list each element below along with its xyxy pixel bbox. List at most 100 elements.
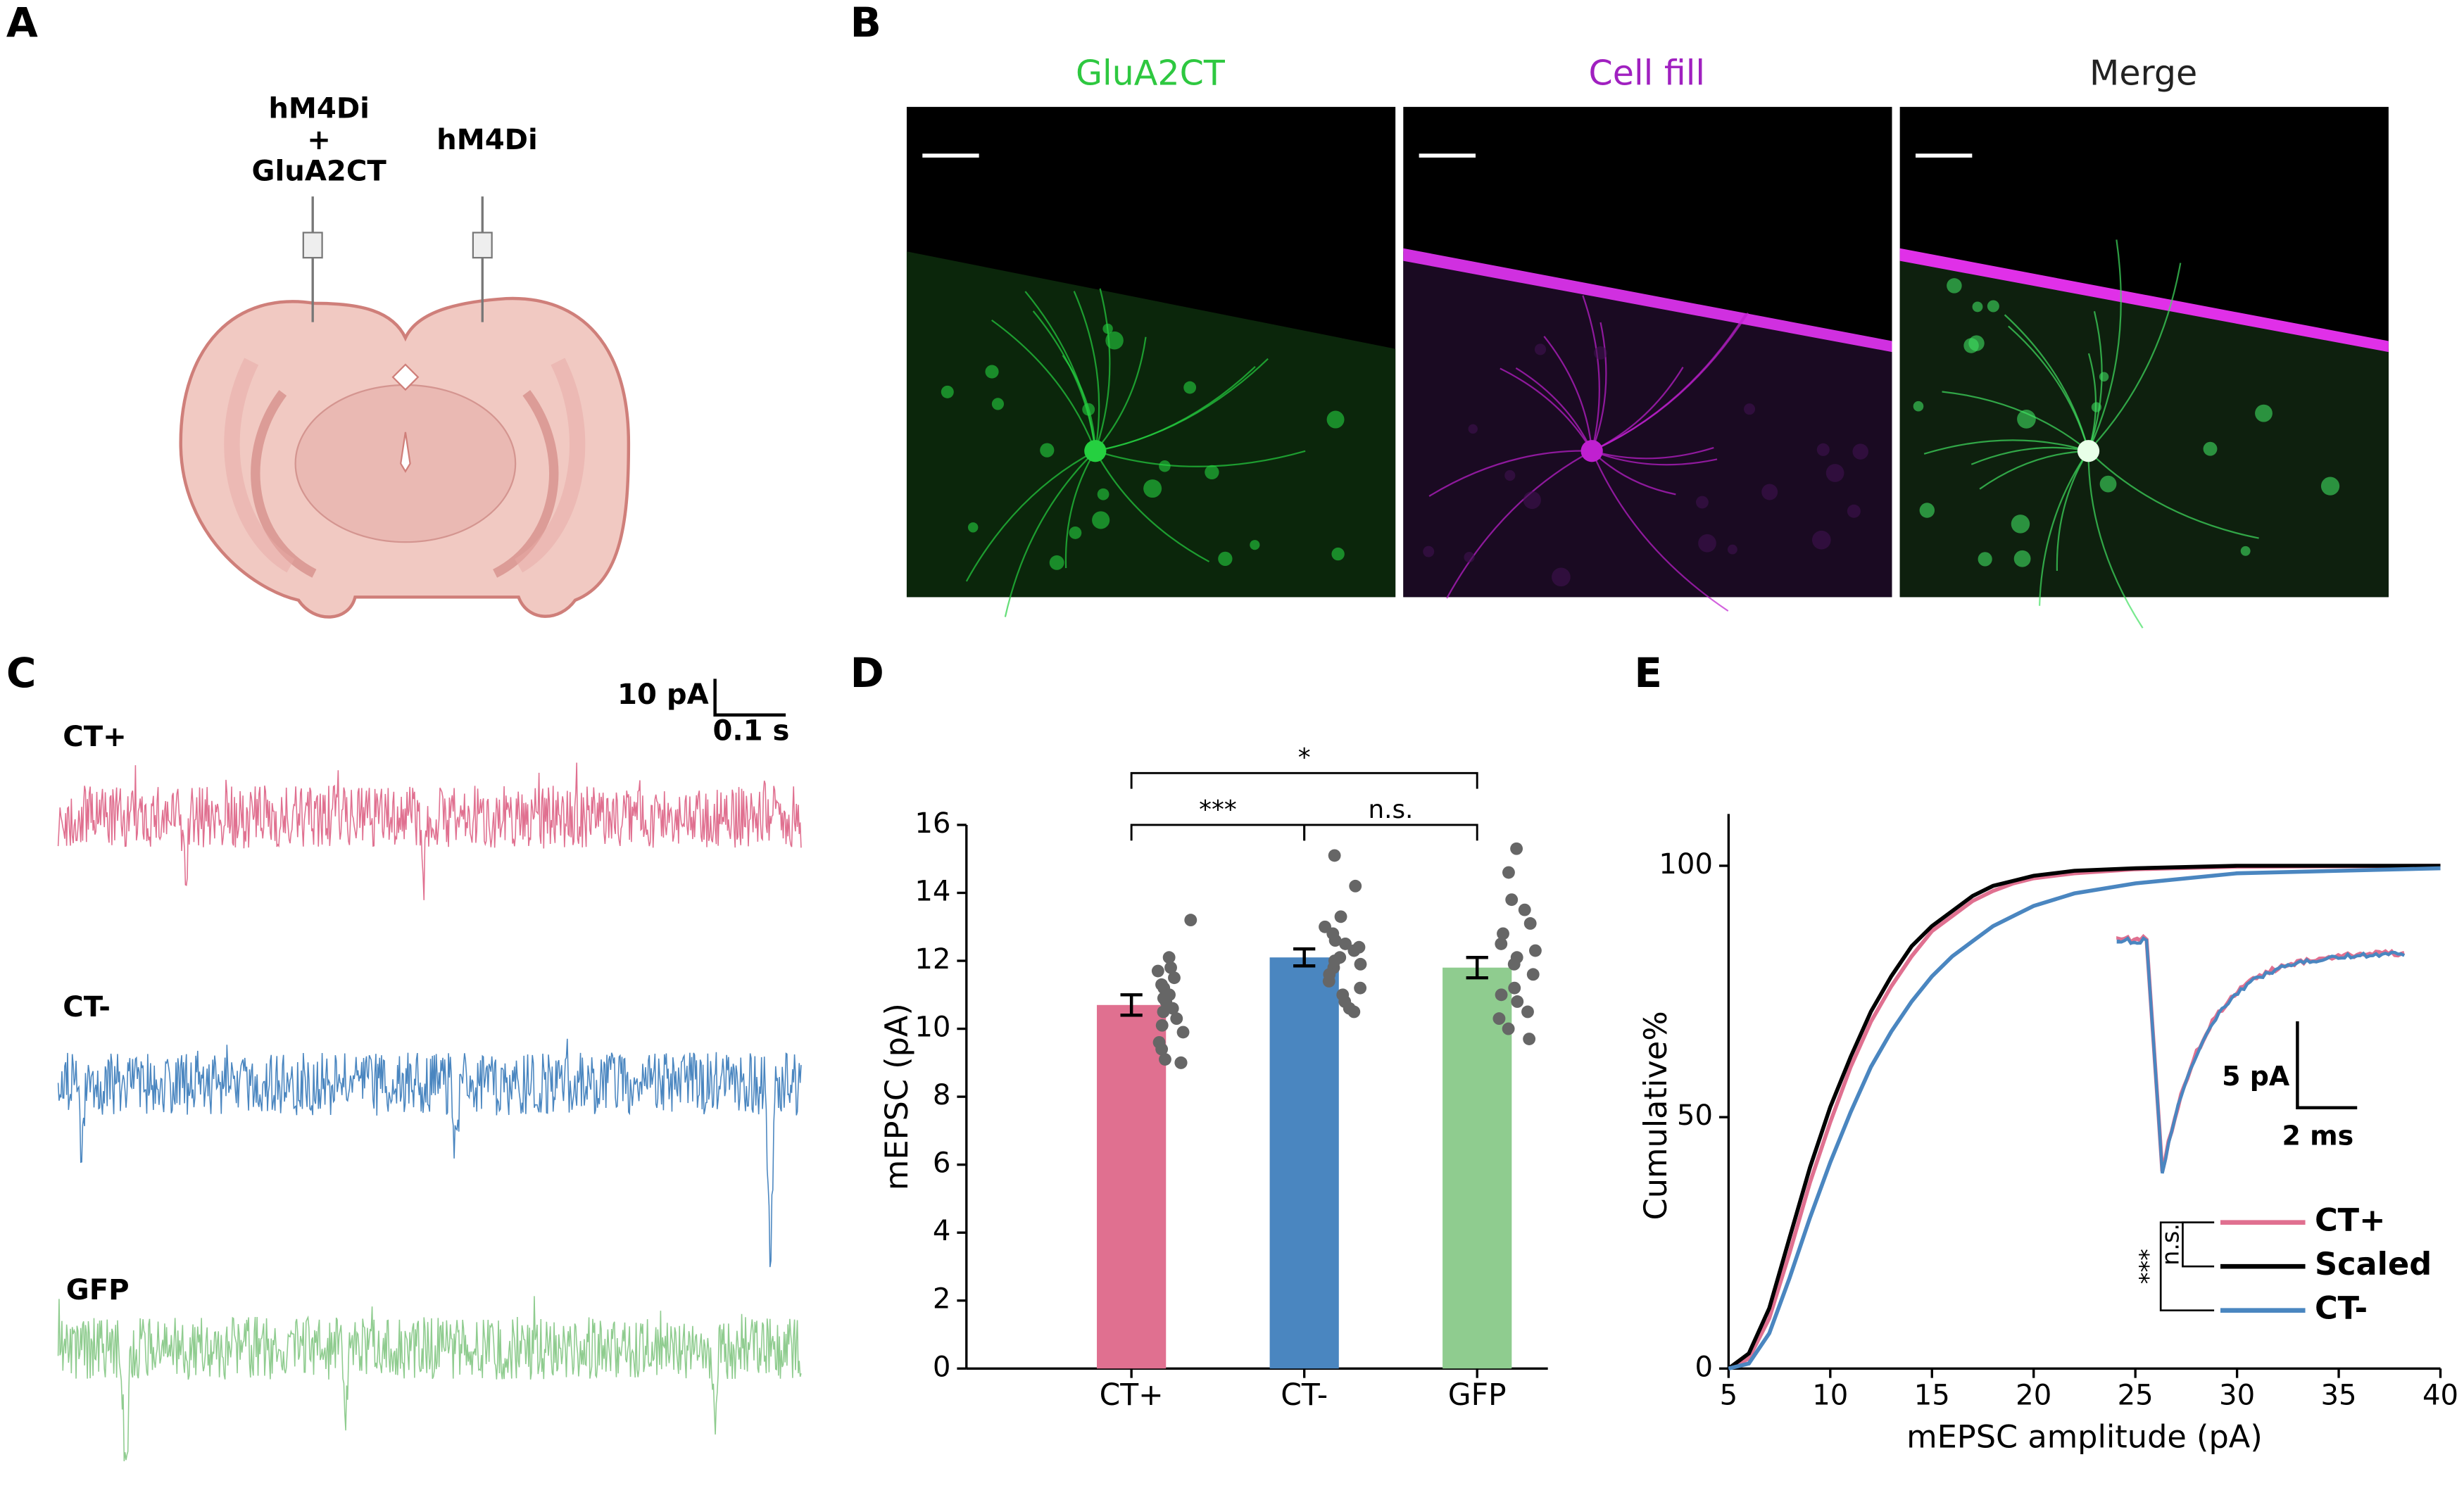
data-point: [1151, 964, 1164, 978]
x-tick-label: GFP: [1448, 1378, 1507, 1413]
inset-trace: [2116, 935, 2406, 1174]
dendrite: [1942, 391, 2089, 452]
cell: [1105, 331, 1124, 350]
tissue: [1403, 251, 1892, 598]
cell: [2203, 441, 2218, 456]
data-point: [1505, 893, 1519, 907]
data-point: [1176, 1026, 1190, 1039]
data-point: [1521, 1005, 1534, 1019]
image-title: GluA2CT: [1076, 53, 1226, 94]
panel-letter: C: [6, 649, 37, 697]
brain-schematic: [179, 196, 631, 619]
series-line: [1728, 864, 2441, 1370]
dendrite: [1095, 365, 1256, 452]
dendrite: [1591, 322, 1607, 452]
dendrite: [2087, 263, 2182, 452]
dendrite: [2008, 325, 2089, 452]
trace-label: CT-: [63, 991, 111, 1023]
trace-label: GFP: [66, 1274, 130, 1306]
cell: [1097, 488, 1110, 500]
cell: [941, 385, 954, 398]
data-point: [1155, 1042, 1169, 1056]
x-tick-label: 10: [1812, 1379, 1848, 1411]
legend-bracket: [2159, 1221, 2215, 1312]
inset-scale-bar: [2296, 1021, 2358, 1109]
dendrite: [1591, 450, 1729, 612]
dendrite: [1543, 336, 1593, 451]
dendrite: [1970, 446, 2089, 465]
cell: [2013, 550, 2031, 567]
current-trace: [57, 762, 802, 900]
x-tick-label: 25: [2118, 1379, 2154, 1411]
cell: [1082, 403, 1095, 416]
y-axis-label: Cumulative%: [1638, 1011, 1674, 1220]
data-point: [1174, 1056, 1188, 1069]
panel-letter: A: [6, 0, 38, 46]
injection-label: GluA2CT: [252, 156, 387, 188]
cell: [1811, 530, 1831, 550]
y-tick-label: 0: [1695, 1351, 1713, 1383]
dendrite: [2056, 450, 2089, 572]
cell: [1159, 460, 1171, 472]
micrographs: [906, 106, 2389, 629]
cell: [1504, 469, 1516, 481]
error-bar: [1120, 993, 1143, 1017]
cell: [1698, 534, 1716, 553]
y-tick-label: 14: [914, 875, 950, 907]
cell: [1040, 443, 1055, 458]
data-point: [1354, 981, 1367, 995]
data-point: [1492, 1012, 1506, 1026]
y-tick-label: 4: [933, 1215, 951, 1247]
cell: [1423, 546, 1435, 557]
cell: [2091, 402, 2101, 412]
current-trace: [57, 1038, 802, 1268]
cell: [967, 522, 979, 533]
cell: [1552, 567, 1571, 587]
cell: [1963, 338, 1979, 353]
cell: [2099, 372, 2109, 382]
data-point: [1328, 849, 1341, 862]
dendrite: [1591, 446, 1714, 460]
significance-bracket: [1303, 824, 1478, 841]
dendrite: [1094, 450, 1210, 562]
inset-scale-label: 2 ms: [2282, 1121, 2354, 1152]
data-point: [1322, 975, 1335, 988]
dendrite: [1500, 367, 1593, 452]
surface: [1899, 248, 2389, 353]
panel-letter: B: [850, 0, 881, 46]
cell: [1594, 346, 1607, 360]
cell: [1069, 526, 1082, 539]
cell: [1847, 504, 1861, 518]
cell: [1727, 544, 1737, 555]
cell: [1250, 540, 1260, 550]
cell: [2255, 404, 2273, 422]
data-point: [1334, 910, 1347, 923]
error-bar-line: [1466, 955, 1488, 980]
x-tick-label: 35: [2321, 1379, 2357, 1411]
cell: [1987, 300, 1999, 313]
data-point: [1354, 957, 1367, 971]
data-point: [1526, 968, 1540, 981]
x-tick-label: CT+: [1100, 1378, 1164, 1413]
dendrite: [2087, 450, 2259, 539]
image-title: Merge: [2089, 53, 2197, 94]
cell: [1947, 278, 1962, 294]
data-point: [1528, 944, 1542, 957]
legend-label: CT+: [2315, 1202, 2386, 1239]
data-point: [1495, 988, 1508, 1002]
x-tick-label: 5: [1720, 1379, 1738, 1411]
cell: [1218, 551, 1233, 567]
dendrite: [1064, 450, 1096, 569]
cell: [1331, 547, 1345, 561]
cell: [1825, 464, 1844, 482]
cell: [1523, 491, 1541, 510]
cell: [2320, 477, 2340, 496]
significance-bracket: [1130, 824, 1306, 841]
data-point: [1184, 914, 1198, 927]
cell: [1143, 479, 1162, 498]
error-bar: [1293, 947, 1316, 968]
inset-scale-label: 5 pA: [2222, 1061, 2290, 1092]
cell: [1205, 465, 1219, 480]
data-point: [1162, 951, 1176, 964]
